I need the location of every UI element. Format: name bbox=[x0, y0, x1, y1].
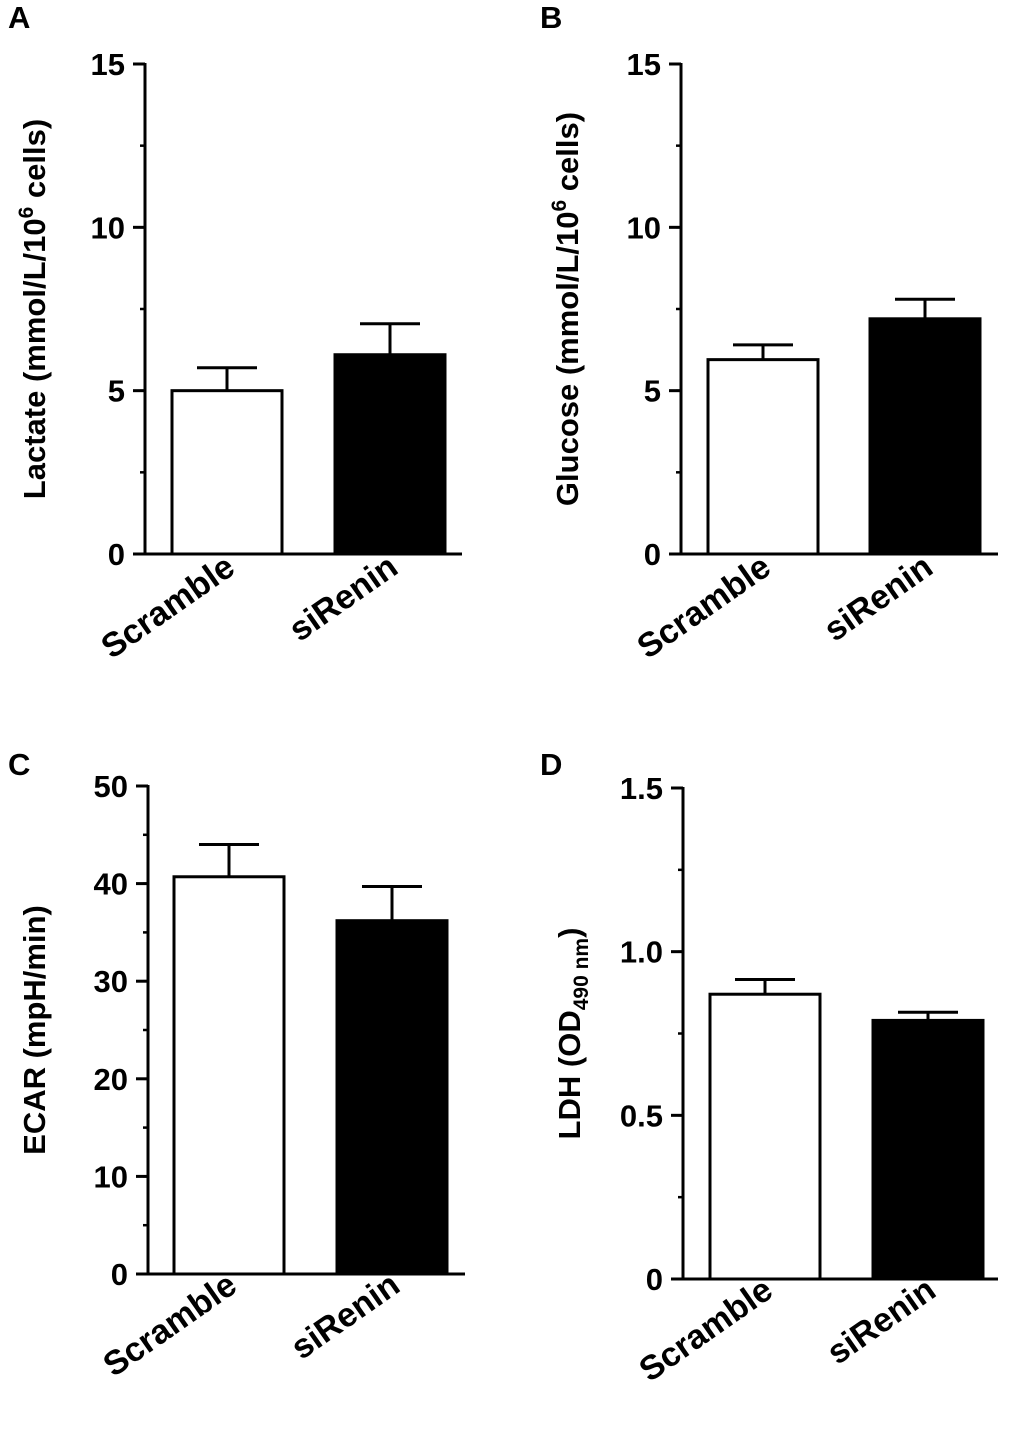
y-axis-title: LDH (OD490 nm) bbox=[552, 928, 593, 1140]
y-axis-title: Glucose (mmol/L/106 cells) bbox=[548, 112, 585, 506]
y-axis-title-superscript: 6 bbox=[15, 207, 38, 219]
y-axis-title-tail: cells) bbox=[17, 119, 52, 207]
panel-label: C bbox=[8, 747, 30, 782]
y-tick-label: 1.5 bbox=[620, 771, 663, 806]
panel-label: A bbox=[8, 0, 30, 35]
y-tick-label: 0 bbox=[108, 537, 125, 572]
y-axis-title-main: LDH (OD bbox=[552, 1010, 587, 1139]
bar-sirenin bbox=[871, 1018, 985, 1281]
y-axis-title-tail: cells) bbox=[550, 112, 585, 200]
x-category-label: siRenin bbox=[282, 547, 404, 649]
x-category-label: siRenin bbox=[817, 547, 939, 649]
y-tick-label: 5 bbox=[108, 374, 125, 409]
y-tick-label: 0 bbox=[646, 1262, 663, 1297]
y-axis-title-main: Lactate (mmol/L/10 bbox=[17, 218, 52, 499]
y-axis-title-main: Glucose (mmol/L/10 bbox=[550, 212, 585, 507]
y-axis-title-superscript: 6 bbox=[548, 200, 571, 212]
bar-scramble bbox=[706, 358, 820, 556]
y-axis-title: ECAR (mpH/min) bbox=[17, 905, 52, 1155]
bar-scramble bbox=[170, 389, 284, 556]
bar-sirenin bbox=[868, 317, 982, 556]
y-axis-title-tail: ) bbox=[552, 928, 587, 938]
y-tick-label: 15 bbox=[627, 47, 661, 82]
panel-label: D bbox=[540, 747, 562, 782]
y-axis-title-subscript: 490 nm bbox=[570, 938, 593, 1010]
x-category-label: siRenin bbox=[284, 1265, 406, 1367]
y-tick-label: 15 bbox=[91, 47, 125, 82]
y-tick-label: 0 bbox=[644, 537, 661, 572]
y-tick-label: 50 bbox=[94, 769, 128, 804]
bar-sirenin bbox=[333, 353, 447, 556]
y-tick-label: 10 bbox=[627, 210, 661, 245]
y-axis-title: Lactate (mmol/L/106 cells) bbox=[15, 119, 52, 499]
y-tick-label: 30 bbox=[94, 964, 128, 999]
y-tick-label: 10 bbox=[94, 1159, 128, 1194]
bar-scramble bbox=[172, 875, 286, 1276]
y-tick-label: 0 bbox=[111, 1257, 128, 1292]
x-category-label: siRenin bbox=[820, 1270, 942, 1372]
bar-scramble bbox=[708, 992, 822, 1281]
panel-label: B bbox=[540, 0, 562, 35]
y-tick-label: 1.0 bbox=[620, 935, 663, 970]
bar-sirenin bbox=[335, 919, 449, 1276]
y-tick-label: 0.5 bbox=[620, 1098, 663, 1133]
y-tick-label: 40 bbox=[94, 867, 128, 902]
y-axis-title-main: ECAR (mpH/min) bbox=[17, 905, 52, 1155]
y-tick-label: 5 bbox=[644, 374, 661, 409]
y-tick-label: 20 bbox=[94, 1062, 128, 1097]
y-tick-label: 10 bbox=[91, 210, 125, 245]
